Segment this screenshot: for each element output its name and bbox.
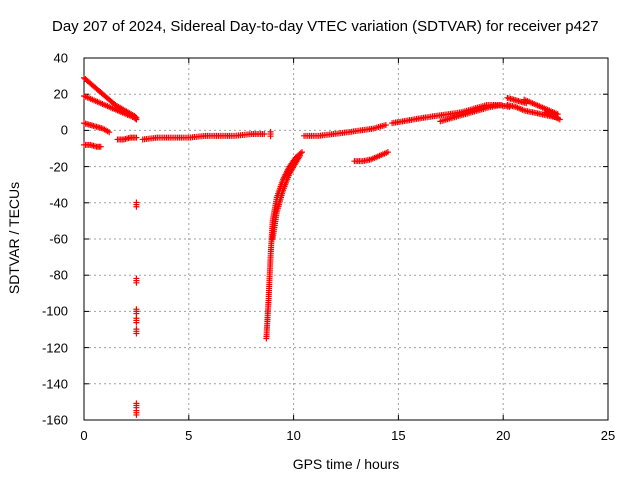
data-point <box>133 315 140 322</box>
data-point <box>133 400 140 407</box>
x-tick-label: 20 <box>495 428 511 443</box>
data-point <box>133 326 140 333</box>
series-arc-k <box>437 102 505 125</box>
data-point <box>298 149 305 156</box>
series-arc-q <box>269 152 303 242</box>
series-arc-d <box>81 141 104 150</box>
gridlines <box>84 58 608 420</box>
chart-title: Day 207 of 2024, Sidereal Day-to-day VTE… <box>52 18 599 35</box>
y-tick-label: 20 <box>53 86 68 102</box>
x-axis-label: GPS time / hours <box>292 456 400 472</box>
series-arc-c <box>81 120 113 136</box>
series-arc-f <box>139 131 268 143</box>
data-point <box>556 116 563 123</box>
y-tick-label: -120 <box>41 340 68 356</box>
data-point <box>133 306 140 313</box>
y-tick-label: -60 <box>49 231 68 247</box>
y-tick-label: -20 <box>49 159 68 175</box>
y-tick-label: -80 <box>49 267 68 283</box>
y-tick-label: -160 <box>41 412 68 428</box>
data-point <box>133 275 140 282</box>
series-arc-i <box>351 149 391 165</box>
data-point <box>261 131 268 138</box>
x-tick-label: 10 <box>286 428 301 443</box>
x-tick-label: 0 <box>80 428 88 443</box>
series-arc-m <box>504 102 561 121</box>
data-point <box>133 407 140 414</box>
data-point <box>382 121 389 128</box>
y-tick-label: 40 <box>53 50 68 66</box>
data-point <box>498 102 505 109</box>
y-tick-label: -40 <box>49 195 68 211</box>
data-point <box>132 115 139 122</box>
series-arc-e <box>114 134 140 143</box>
series-arc-g <box>267 128 274 140</box>
data-point <box>133 134 140 141</box>
series-arc-o <box>542 109 563 123</box>
data-point <box>106 129 113 136</box>
y-tick-label: -100 <box>41 303 68 319</box>
data-point <box>133 116 140 123</box>
series-arc-p <box>263 149 305 342</box>
x-tick-label: 15 <box>391 428 406 443</box>
x-tick-label: 5 <box>185 428 193 443</box>
y-tick-label: 0 <box>60 122 68 138</box>
y-tick-label: -140 <box>41 376 68 392</box>
data-points <box>81 74 563 418</box>
data-point <box>296 152 303 159</box>
series-arc-b <box>81 93 140 123</box>
tick-marks <box>83 57 609 421</box>
series-spikes <box>133 199 140 418</box>
data-point <box>384 149 391 156</box>
data-point <box>267 128 274 135</box>
x-tick-label: 25 <box>600 428 616 443</box>
series-arc-h <box>301 121 389 139</box>
data-point <box>97 143 104 150</box>
data-point <box>133 199 140 206</box>
y-axis-label: SDTVAR / TECUs <box>6 181 22 295</box>
